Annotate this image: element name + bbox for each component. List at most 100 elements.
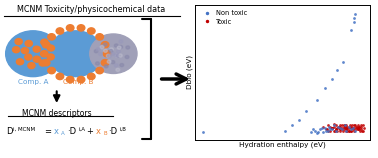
- Text: i,A: i,A: [79, 127, 85, 132]
- Point: [308, 131, 314, 133]
- Circle shape: [107, 54, 111, 58]
- Point: [358, 128, 364, 131]
- Point: [323, 129, 329, 132]
- Text: ·D: ·D: [67, 127, 76, 136]
- Point: [327, 125, 333, 128]
- Point: [326, 125, 332, 128]
- Circle shape: [117, 46, 121, 49]
- Point: [351, 17, 357, 19]
- Point: [339, 127, 345, 129]
- Point: [348, 127, 354, 129]
- Circle shape: [120, 64, 124, 67]
- Point: [327, 128, 333, 131]
- Text: i,B: i,B: [119, 127, 126, 132]
- Circle shape: [109, 49, 113, 53]
- Circle shape: [103, 43, 107, 46]
- Circle shape: [101, 45, 104, 48]
- Point: [319, 127, 325, 129]
- Point: [324, 128, 330, 131]
- Circle shape: [100, 46, 104, 49]
- Point: [336, 125, 342, 128]
- Circle shape: [6, 31, 60, 77]
- Point: [352, 129, 358, 132]
- Circle shape: [42, 60, 50, 66]
- Point: [320, 125, 326, 128]
- Circle shape: [115, 54, 118, 57]
- Point: [310, 128, 316, 131]
- Y-axis label: Dbio (eV): Dbio (eV): [186, 55, 192, 89]
- Point: [325, 129, 331, 132]
- Text: Comp. B: Comp. B: [63, 79, 94, 85]
- Circle shape: [87, 73, 95, 80]
- Point: [339, 124, 345, 127]
- Text: MCNM Toxicity/physicochemical data: MCNM Toxicity/physicochemical data: [17, 5, 165, 14]
- Point: [200, 131, 206, 133]
- Circle shape: [107, 60, 111, 63]
- Circle shape: [88, 28, 95, 34]
- Point: [340, 129, 346, 132]
- Point: [348, 29, 354, 31]
- Circle shape: [94, 50, 98, 53]
- Point: [329, 128, 335, 131]
- Point: [332, 129, 338, 132]
- Point: [282, 130, 288, 133]
- Circle shape: [101, 42, 109, 48]
- Circle shape: [104, 49, 107, 52]
- Point: [327, 129, 333, 132]
- Point: [344, 125, 350, 128]
- Circle shape: [77, 76, 85, 83]
- Circle shape: [42, 42, 50, 48]
- Point: [342, 129, 349, 132]
- Circle shape: [12, 47, 20, 53]
- Point: [329, 127, 335, 129]
- Point: [333, 128, 339, 131]
- Circle shape: [33, 56, 40, 62]
- Circle shape: [99, 52, 102, 56]
- Point: [325, 124, 332, 127]
- Point: [346, 125, 352, 128]
- Point: [343, 128, 349, 131]
- Circle shape: [96, 34, 104, 40]
- Point: [330, 129, 336, 132]
- Circle shape: [116, 54, 120, 57]
- Text: ·D: ·D: [108, 127, 117, 136]
- Point: [335, 125, 341, 128]
- Point: [351, 129, 357, 132]
- Point: [342, 124, 349, 127]
- Point: [346, 129, 352, 132]
- Circle shape: [119, 45, 122, 49]
- Point: [356, 125, 363, 128]
- Point: [347, 124, 353, 127]
- Circle shape: [114, 64, 118, 67]
- Point: [344, 129, 350, 132]
- Point: [352, 124, 358, 127]
- Circle shape: [41, 39, 48, 45]
- Circle shape: [39, 60, 46, 66]
- Point: [335, 125, 341, 128]
- Point: [355, 128, 361, 131]
- Point: [312, 129, 318, 132]
- Point: [314, 99, 320, 101]
- Point: [349, 127, 355, 129]
- Point: [342, 124, 348, 127]
- Point: [360, 129, 366, 132]
- Circle shape: [22, 48, 29, 54]
- Circle shape: [111, 52, 115, 55]
- X-axis label: Hydration enthalpy (eV): Hydration enthalpy (eV): [239, 142, 326, 148]
- Circle shape: [47, 45, 54, 51]
- Circle shape: [104, 65, 108, 68]
- Point: [322, 87, 328, 89]
- Point: [350, 128, 356, 131]
- Point: [320, 131, 326, 133]
- Circle shape: [40, 51, 48, 57]
- Circle shape: [90, 34, 137, 73]
- Point: [343, 129, 349, 132]
- Circle shape: [16, 59, 23, 65]
- Text: B: B: [103, 131, 107, 136]
- Point: [323, 128, 329, 131]
- Circle shape: [106, 54, 110, 57]
- Point: [357, 129, 363, 132]
- Circle shape: [33, 46, 40, 52]
- Circle shape: [25, 40, 32, 46]
- Point: [341, 124, 347, 127]
